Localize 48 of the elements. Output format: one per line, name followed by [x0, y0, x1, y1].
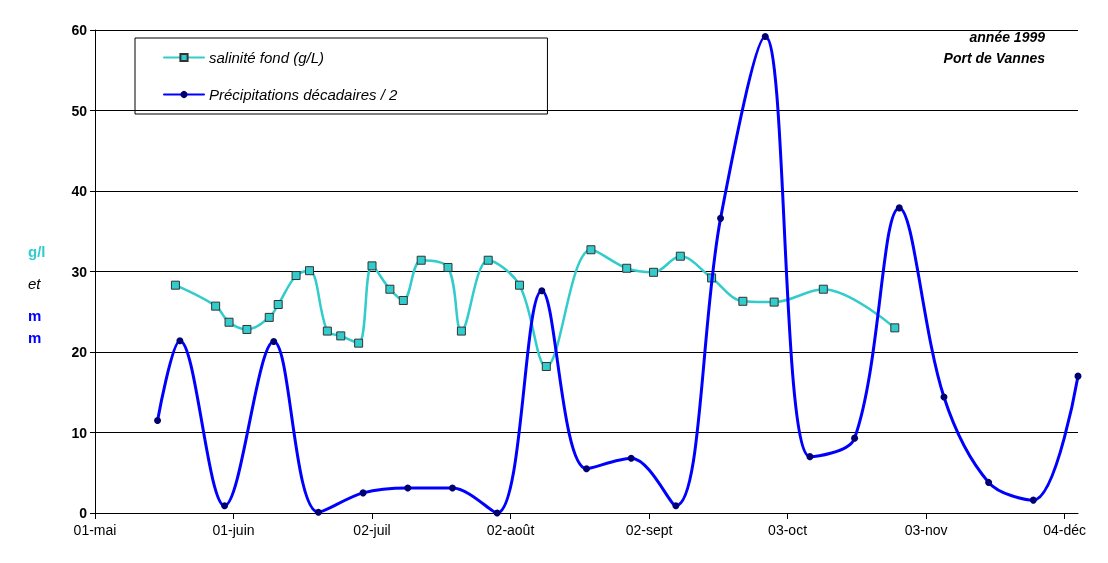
point — [354, 338, 364, 348]
y-tick-label: 50 — [71, 102, 88, 119]
legend-label: salinité fond (g/L) — [209, 49, 325, 66]
point — [322, 326, 332, 336]
point — [416, 255, 426, 265]
point — [242, 324, 252, 334]
point — [675, 251, 685, 261]
point — [514, 280, 524, 290]
y-tick-label: 60 — [71, 22, 88, 38]
point — [738, 296, 748, 306]
legend-label: Précipitations décadaires / 2 — [209, 86, 399, 103]
point — [291, 271, 301, 281]
point — [264, 312, 274, 322]
point — [483, 255, 493, 265]
x-tick-label: 02-juil — [353, 522, 391, 538]
y-axis-title: g/l et mm — [28, 242, 46, 346]
x-tick-label: 04-déc — [1043, 522, 1086, 538]
annotation: année 1999 — [969, 29, 1046, 45]
y-tick-label: 40 — [71, 183, 88, 199]
y-tick-label: 30 — [71, 263, 88, 280]
x-tick-label: 03-oct — [768, 522, 808, 538]
point — [818, 284, 828, 294]
point — [367, 261, 377, 271]
point — [304, 266, 314, 276]
x-tick-label: 02-août — [486, 522, 535, 538]
annotation: Port de Vannes — [943, 50, 1046, 66]
point — [273, 300, 283, 310]
x-tick-label: 03-nov — [904, 522, 948, 538]
point — [398, 295, 408, 305]
x-tick-label: 01-mai — [73, 522, 117, 538]
y-tick-label: 10 — [71, 424, 88, 441]
y-tick-label: 20 — [71, 344, 88, 360]
x-tick-label: 01-juin — [212, 522, 255, 538]
point — [586, 245, 596, 255]
y-tick-label: 0 — [79, 505, 88, 521]
point — [622, 263, 632, 273]
x-tick-label: 02-sept — [625, 522, 673, 538]
point — [649, 267, 659, 277]
point — [170, 280, 180, 290]
point — [224, 317, 234, 327]
point — [769, 297, 779, 307]
point — [456, 326, 466, 336]
point — [541, 361, 551, 371]
point — [385, 284, 395, 294]
point — [211, 301, 221, 311]
point — [890, 323, 900, 333]
point — [443, 262, 453, 272]
point — [336, 331, 346, 341]
